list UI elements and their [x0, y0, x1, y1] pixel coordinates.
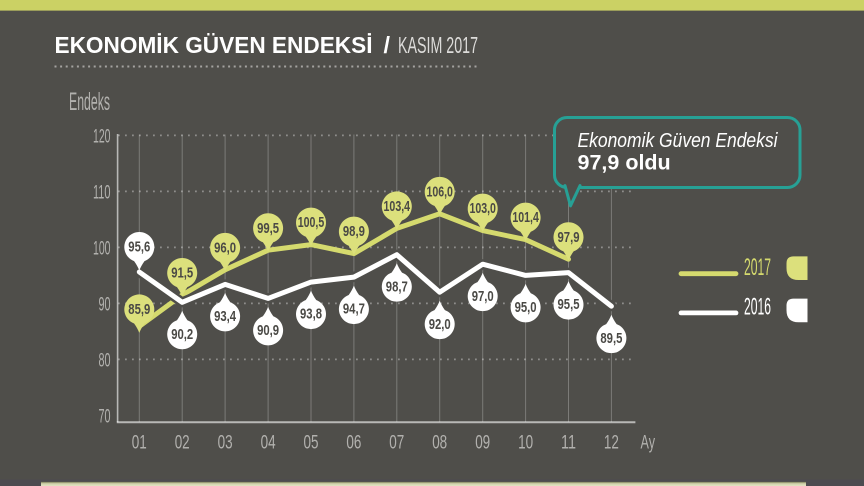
- svg-text:120: 120: [93, 125, 111, 147]
- svg-text:04: 04: [261, 431, 276, 453]
- svg-text:91,5: 91,5: [171, 265, 193, 282]
- svg-text:05: 05: [304, 431, 319, 453]
- svg-text:12: 12: [604, 431, 619, 453]
- svg-text:106,0: 106,0: [426, 183, 453, 200]
- svg-text:93,8: 93,8: [300, 306, 322, 323]
- svg-text:85,9: 85,9: [128, 301, 150, 318]
- svg-text:89,5: 89,5: [600, 330, 622, 347]
- svg-text:100: 100: [93, 237, 111, 259]
- svg-text:110: 110: [93, 181, 111, 203]
- svg-text:103,4: 103,4: [384, 198, 411, 215]
- svg-text:80: 80: [99, 349, 111, 371]
- svg-text:2017: 2017: [744, 254, 771, 281]
- svg-text:93,4: 93,4: [214, 308, 236, 325]
- svg-text:90: 90: [99, 293, 111, 315]
- svg-text:97,9: 97,9: [558, 229, 580, 246]
- svg-text:KASIM 2017: KASIM 2017: [398, 32, 478, 58]
- svg-text:Ay: Ay: [641, 431, 656, 453]
- svg-text:100,5: 100,5: [298, 214, 325, 231]
- svg-text:90,2: 90,2: [171, 326, 193, 343]
- svg-text:08: 08: [432, 431, 447, 453]
- svg-text:90,9: 90,9: [257, 322, 279, 339]
- svg-text:70: 70: [99, 405, 111, 427]
- svg-text:02: 02: [175, 431, 190, 453]
- svg-text:92,0: 92,0: [429, 316, 451, 333]
- svg-text:/: /: [384, 32, 391, 58]
- svg-text:Ekonomik Güven Endeksi: Ekonomik Güven Endeksi: [578, 130, 778, 152]
- svg-text:95,6: 95,6: [128, 239, 150, 256]
- svg-text:01: 01: [132, 431, 147, 453]
- svg-text:11: 11: [561, 431, 576, 453]
- svg-text:103,0: 103,0: [469, 200, 496, 217]
- svg-text:EKONOMİK GÜVEN ENDEKSİ: EKONOMİK GÜVEN ENDEKSİ: [55, 32, 373, 58]
- svg-text:101,4: 101,4: [512, 209, 539, 226]
- svg-text:98,9: 98,9: [343, 223, 365, 240]
- svg-text:07: 07: [389, 431, 404, 453]
- svg-text:99,5: 99,5: [257, 220, 279, 237]
- svg-text:94,7: 94,7: [343, 301, 365, 318]
- svg-text:09: 09: [475, 431, 490, 453]
- svg-text:98,7: 98,7: [386, 278, 408, 295]
- svg-text:95,5: 95,5: [558, 296, 580, 313]
- svg-text:2016: 2016: [744, 293, 771, 320]
- svg-text:97,9 oldu: 97,9 oldu: [578, 151, 671, 175]
- svg-text:96,0: 96,0: [214, 239, 236, 256]
- svg-text:06: 06: [346, 431, 361, 453]
- svg-text:95,0: 95,0: [515, 299, 537, 316]
- svg-text:97,0: 97,0: [472, 288, 494, 305]
- svg-text:Endeks: Endeks: [69, 88, 110, 116]
- svg-text:03: 03: [218, 431, 233, 453]
- svg-text:10: 10: [518, 431, 533, 453]
